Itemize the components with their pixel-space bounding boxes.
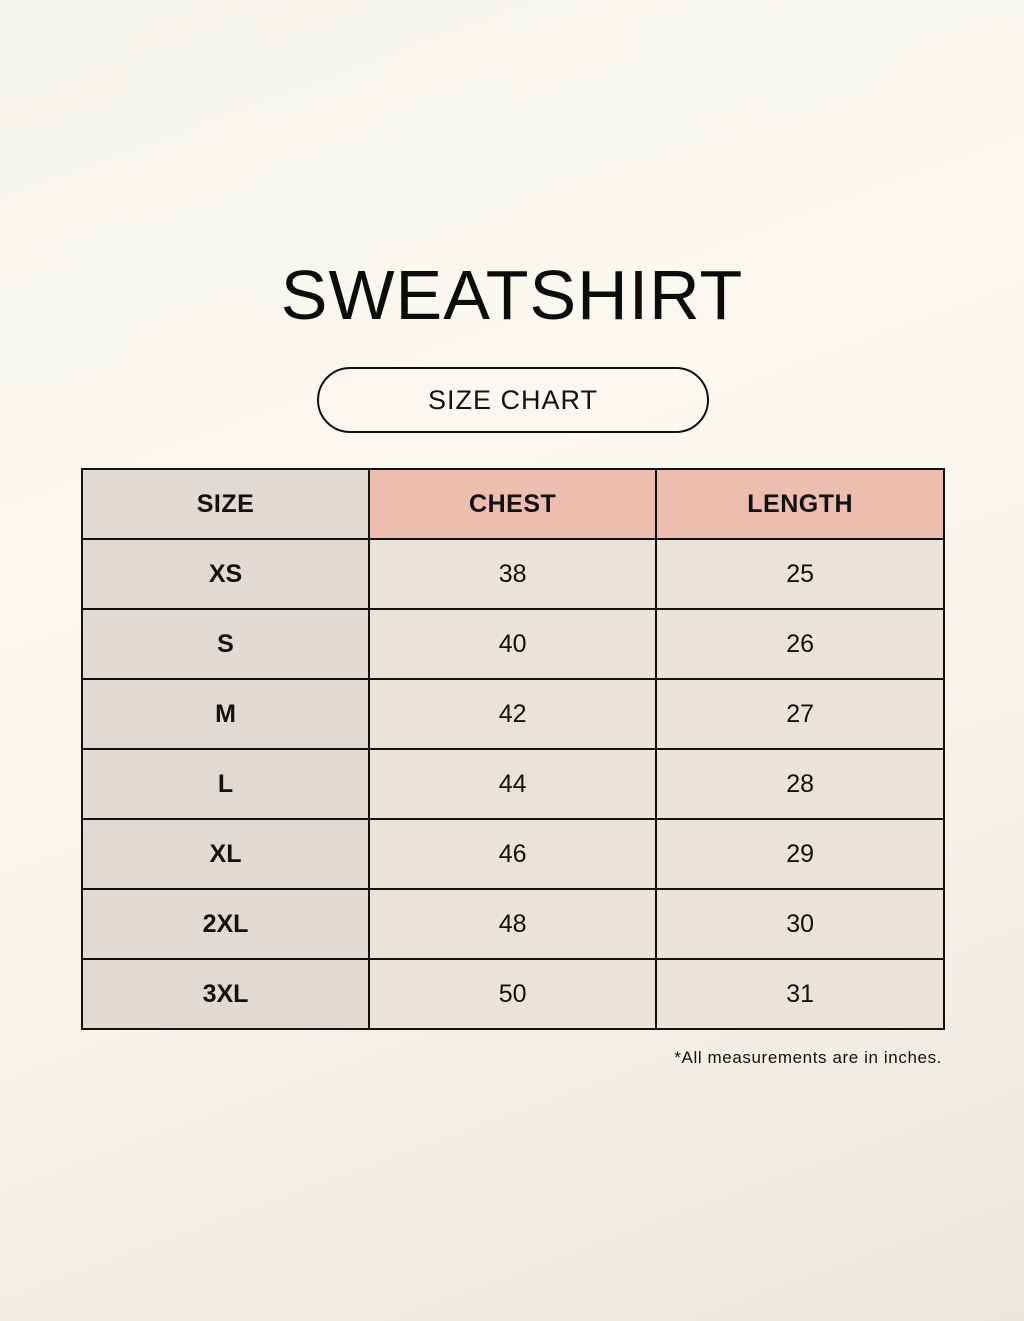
table-row: 3XL 50 31: [81, 958, 945, 1030]
size-chart-label: SIZE CHART: [317, 367, 709, 433]
header-size: SIZE: [81, 468, 370, 540]
table-row: M 42 27: [81, 678, 945, 750]
length-cell: 26: [655, 608, 945, 680]
length-cell: 31: [655, 958, 945, 1030]
size-cell: S: [81, 608, 370, 680]
length-cell: 27: [655, 678, 945, 750]
chest-cell: 40: [367, 608, 658, 680]
header-length: LENGTH: [655, 468, 945, 540]
table-row: 2XL 48 30: [81, 888, 945, 960]
page-title: SWEATSHIRT: [280, 256, 744, 334]
chest-cell: 38: [367, 538, 658, 610]
size-cell: L: [81, 748, 370, 820]
size-cell: XL: [81, 818, 370, 890]
size-cell: M: [81, 678, 370, 750]
chest-cell: 50: [367, 958, 658, 1030]
table-row: XS 38 25: [81, 538, 945, 610]
chest-cell: 46: [367, 818, 658, 890]
size-cell: 2XL: [81, 888, 370, 960]
table-header-row: SIZE CHEST LENGTH: [81, 468, 945, 540]
size-table: SIZE CHEST LENGTH XS 38 25 S 40 26 M 42 27 L 44 28 X…: [81, 468, 945, 1030]
length-cell: 28: [655, 748, 945, 820]
header-chest: CHEST: [367, 468, 658, 540]
length-cell: 29: [655, 818, 945, 890]
table-row: S 40 26: [81, 608, 945, 680]
length-cell: 30: [655, 888, 945, 960]
size-cell: 3XL: [81, 958, 370, 1030]
chest-cell: 44: [367, 748, 658, 820]
measurement-note: *All measurements are in inches.: [674, 1048, 942, 1067]
length-cell: 25: [655, 538, 945, 610]
size-cell: XS: [81, 538, 370, 610]
chest-cell: 42: [367, 678, 658, 750]
chest-cell: 48: [367, 888, 658, 960]
table-row: XL 46 29: [81, 818, 945, 890]
table-row: L 44 28: [81, 748, 945, 820]
size-chart-label-text: SIZE CHART: [427, 384, 599, 415]
